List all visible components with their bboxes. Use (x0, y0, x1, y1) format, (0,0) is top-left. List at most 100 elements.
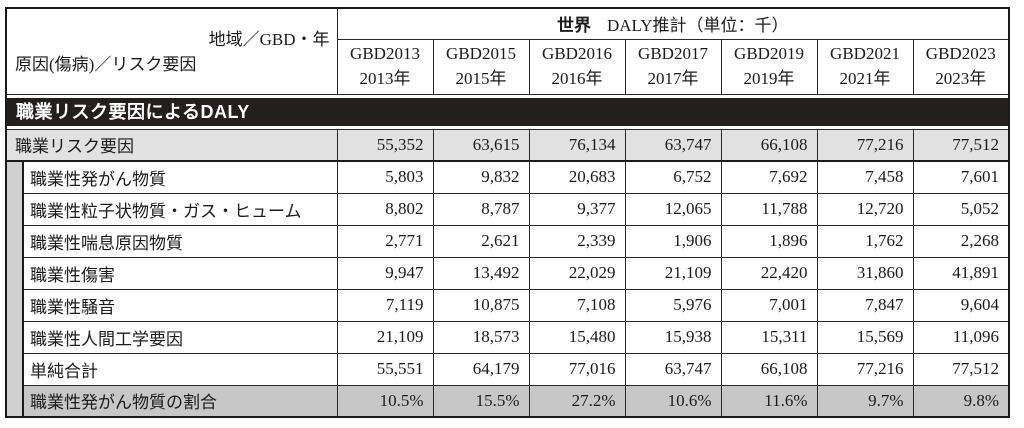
col-header-line2: 2013年 (359, 68, 411, 88)
col-header-line1: GBD2023 (925, 44, 996, 64)
value-cell: 9,832 (432, 160, 530, 194)
value-cell: 15,569 (816, 320, 914, 354)
col-header-line1: GBD2017 (638, 44, 708, 64)
section-banner: 職業リスク要因によるDALY (7, 97, 1008, 126)
col-header-line2: 2019年 (743, 68, 795, 88)
row-label: 職業性粒子状物質・ガス・ヒューム (22, 192, 338, 226)
row-label: 職業リスク要因 (5, 128, 338, 162)
value-cell: 5,976 (624, 288, 722, 322)
col-header-line2: 2016年 (551, 68, 603, 88)
col-header-gbd2021: GBD2021 2021年 (816, 38, 914, 95)
row-label: 職業性傷害 (22, 256, 338, 290)
value-cell: 10.6% (624, 384, 722, 418)
value-cell: 64,179 (432, 352, 530, 386)
section-banner-row: 職業リスク要因によるDALY (5, 93, 1010, 130)
value-cell: 31,860 (816, 256, 914, 290)
value-cell: 21,109 (624, 256, 722, 290)
region-name: 世界 (556, 16, 591, 36)
value-cell: 9,947 (336, 256, 434, 290)
row-label: 単純合計 (22, 352, 338, 386)
table-row-carcinogens: 職業性発がん物質 5,803 9,832 20,683 6,752 7,692 … (5, 160, 1010, 418)
value-cell: 1,896 (720, 224, 818, 258)
value-cell: 77,216 (816, 352, 914, 386)
value-cell: 63,747 (624, 128, 722, 162)
row-label: 職業性騒音 (22, 288, 338, 322)
value-cell: 66,108 (720, 352, 818, 386)
value-cell: 15,480 (528, 320, 626, 354)
col-header-gbd2015: GBD2015 2015年 (432, 38, 530, 95)
value-cell: 15.5% (432, 384, 530, 418)
value-cell: 15,938 (624, 320, 722, 354)
value-cell: 77,216 (816, 128, 914, 162)
value-cell: 11.6% (720, 384, 818, 418)
value-cell: 63,747 (624, 352, 722, 386)
value-cell: 9,604 (912, 288, 1010, 322)
value-cell: 18,573 (432, 320, 530, 354)
value-cell: 77,512 (912, 128, 1010, 162)
table-row-ergonomic: 職業性人間工学要因 21,109 18,573 15,480 15,938 15… (6, 320, 1010, 354)
value-cell: 7,847 (816, 288, 914, 322)
value-cell: 12,720 (816, 192, 914, 226)
table-row-occupational-risk-total: 職業リスク要因 55,352 63,615 76,134 63,747 66,1… (5, 128, 1010, 162)
value-cell: 27.2% (528, 384, 626, 418)
row-label: 職業性発がん物質 (22, 160, 338, 194)
value-cell: 55,352 (336, 128, 434, 162)
value-cell: 10,875 (432, 288, 530, 322)
corner-header-cell: 地域／GBD・年 原因(傷病)／リスク要因 (5, 7, 338, 95)
value-cell: 7,601 (912, 160, 1010, 194)
value-cell: 12,065 (624, 192, 722, 226)
value-cell: 13,492 (432, 256, 530, 290)
section-banner-cell: 職業リスク要因によるDALY (5, 93, 1010, 130)
value-cell: 8,802 (336, 192, 434, 226)
value-cell: 9.8% (912, 384, 1010, 418)
header-row-years: GBD2013 2013年 GBD2015 2015年 GBD2016 2016… (6, 38, 1010, 95)
value-cell: 41,891 (912, 256, 1010, 290)
value-cell: 5,052 (912, 192, 1010, 226)
table-row-carcinogen-share: 職業性発がん物質の割合 10.5% 15.5% 27.2% 10.6% 11.6… (6, 384, 1010, 418)
value-cell: 2,771 (336, 224, 434, 258)
daly-table: 地域／GBD・年 原因(傷病)／リスク要因 世界 DALY推計（単位：千） GBD… (5, 7, 1010, 418)
value-cell: 7,119 (336, 288, 434, 322)
col-header-line1: GBD2021 (830, 44, 900, 64)
value-cell: 76,134 (528, 128, 626, 162)
value-cell: 21,109 (336, 320, 434, 354)
col-header-line1: GBD2016 (542, 44, 612, 64)
col-header-gbd2016: GBD2016 2016年 (528, 38, 626, 95)
value-cell: 7,108 (528, 288, 626, 322)
value-cell: 2,621 (432, 224, 530, 258)
table-row-simple-total: 単純合計 55,551 64,179 77,016 63,747 66,108 … (6, 352, 1010, 386)
value-cell: 7,001 (720, 288, 818, 322)
col-header-gbd2013: GBD2013 2013年 (336, 38, 434, 95)
col-header-line1: GBD2015 (446, 44, 516, 64)
value-cell: 66,108 (720, 128, 818, 162)
value-cell: 77,016 (528, 352, 626, 386)
header-row-region: 地域／GBD・年 原因(傷病)／リスク要因 世界 DALY推計（単位：千） (5, 7, 1010, 95)
value-cell: 10.5% (336, 384, 434, 418)
value-cell: 11,788 (720, 192, 818, 226)
col-header-gbd2017: GBD2017 2017年 (624, 38, 722, 95)
row-label: 職業性人間工学要因 (22, 320, 338, 354)
value-cell: 5,803 (336, 160, 434, 194)
value-cell: 22,420 (720, 256, 818, 290)
col-header-line2: 2023年 (935, 68, 987, 88)
table-row-noise: 職業性騒音 7,119 10,875 7,108 5,976 7,001 7,8… (6, 288, 1010, 322)
value-cell: 15,311 (720, 320, 818, 354)
table-row-injuries: 職業性傷害 9,947 13,492 22,029 21,109 22,420 … (6, 256, 1010, 290)
col-header-line2: 2015年 (455, 68, 507, 88)
region-header-cell: 世界 DALY推計（単位：千） (336, 7, 1010, 40)
table-row-asthmagens: 職業性喘息原因物質 2,771 2,621 2,339 1,906 1,896 … (6, 224, 1010, 258)
value-cell: 7,692 (720, 160, 818, 194)
value-cell: 9,377 (528, 192, 626, 226)
value-cell: 63,615 (432, 128, 530, 162)
col-header-gbd2023: GBD2023 2023年 (912, 38, 1010, 95)
corner-label-region-year: 地域／GBD・年 (208, 30, 330, 50)
table-row-particulates-gas-fumes: 職業性粒子状物質・ガス・ヒューム 8,802 8,787 9,377 12,06… (6, 192, 1010, 226)
value-cell: 8,787 (432, 192, 530, 226)
value-cell: 55,551 (336, 352, 434, 386)
value-cell: 77,512 (912, 352, 1010, 386)
value-cell: 20,683 (528, 160, 626, 194)
value-cell: 22,029 (528, 256, 626, 290)
value-cell: 2,268 (912, 224, 1010, 258)
col-header-line1: GBD2019 (734, 44, 804, 64)
